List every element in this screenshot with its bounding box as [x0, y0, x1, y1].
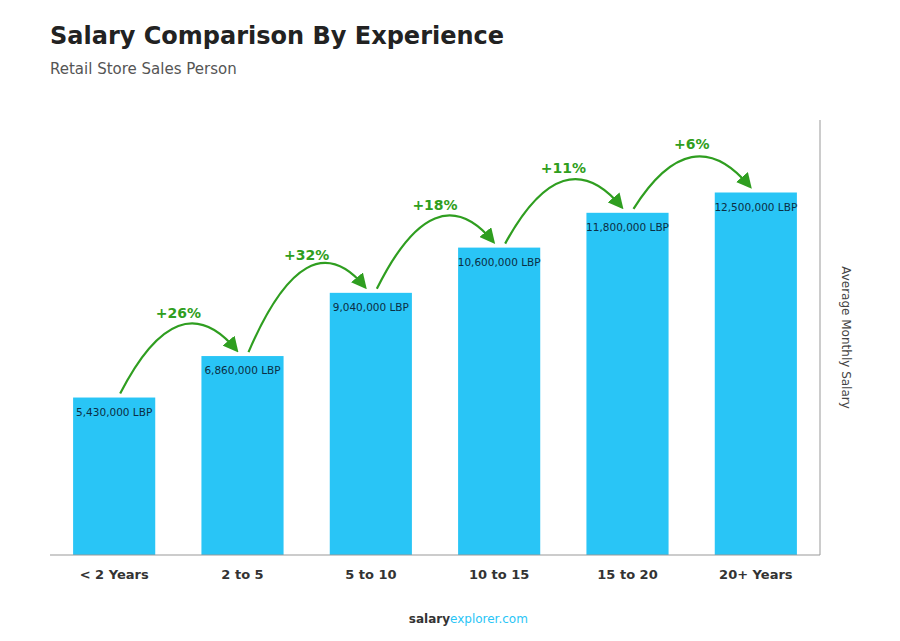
- change-annotations: +26% +32% +18% +11% +6%: [120, 136, 750, 393]
- x-tick-label: 20+ Years: [719, 567, 793, 582]
- bar: [715, 193, 797, 556]
- x-tick-labels: < 2 Years 2 to 5 5 to 10 10 to 15 15 to 20 20…: [80, 567, 793, 582]
- x-tick-label: 10 to 15: [469, 567, 529, 582]
- change-label: +11%: [541, 160, 586, 176]
- bar: [458, 248, 540, 555]
- y-axis-label: Average Monthly Salary: [839, 266, 853, 409]
- change-arrow: [505, 179, 621, 244]
- bar: [586, 213, 668, 555]
- bars: [73, 193, 797, 556]
- change-label: +32%: [284, 247, 329, 263]
- bar: [201, 356, 283, 555]
- change-arrow: [249, 263, 365, 352]
- data-label: 10,600,000 LBP: [458, 256, 541, 268]
- footer-light: explorer.com: [450, 612, 528, 626]
- data-label: 11,800,000 LBP: [586, 221, 669, 233]
- change-label: +18%: [412, 197, 457, 213]
- subtitle: Retail Store Sales Person: [50, 60, 237, 78]
- chart-svg: Salary Comparison By Experience Retail St…: [0, 0, 900, 641]
- x-tick-label: 5 to 10: [345, 567, 396, 582]
- x-axis-line: [50, 555, 820, 556]
- page: {"chart_data": {"type": "bar", "title": …: [0, 0, 900, 641]
- data-label: 9,040,000 LBP: [333, 301, 409, 313]
- change-label: +26%: [156, 305, 201, 321]
- data-label: 6,860,000 LBP: [204, 364, 280, 376]
- change-arrow: [120, 323, 236, 393]
- y-axis-line: [820, 120, 821, 555]
- data-labels: 5,430,000 LBP 6,860,000 LBP 9,040,000 LBP 1…: [76, 201, 797, 418]
- change-arrow: [377, 215, 493, 288]
- x-tick-label: 2 to 5: [221, 567, 263, 582]
- bar: [330, 293, 412, 555]
- title: Salary Comparison By Experience: [50, 22, 504, 50]
- chart-container: Salary Comparison By Experience Retail St…: [0, 0, 900, 641]
- change-label: +6%: [674, 136, 710, 152]
- bar: [73, 398, 155, 555]
- footer-bold: salary: [409, 612, 450, 626]
- change-arrow: [634, 156, 750, 208]
- x-tick-label: 15 to 20: [597, 567, 657, 582]
- data-label: 12,500,000 LBP: [714, 201, 797, 213]
- x-tick-label: < 2 Years: [80, 567, 149, 582]
- data-label: 5,430,000 LBP: [76, 406, 152, 418]
